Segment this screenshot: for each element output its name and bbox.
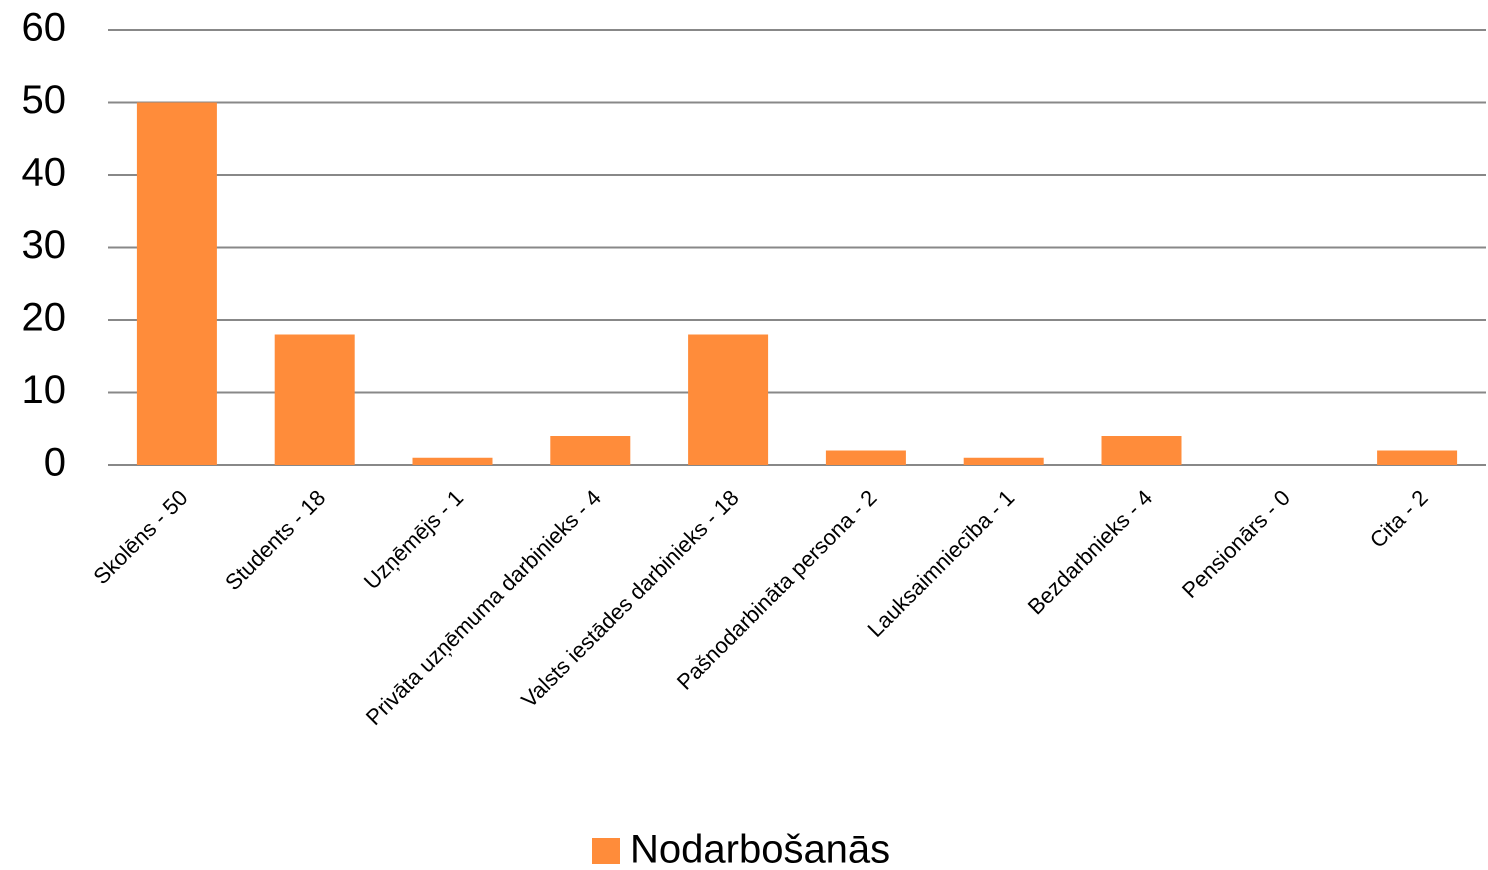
x-tick-label: Skolēns - 50	[88, 485, 192, 589]
y-tick-label: 60	[22, 6, 67, 50]
x-tick-label: Uzņēmējs - 1	[359, 485, 468, 594]
bar	[963, 457, 1044, 465]
y-tick-label: 0	[44, 441, 66, 485]
x-tick-label: Lauksaimniecība - 1	[862, 485, 1019, 642]
bar	[274, 334, 355, 465]
x-tick-label: Students - 18	[220, 485, 330, 595]
y-tick-label: 20	[22, 296, 67, 340]
x-tick-label: Valsts iestādes darbinieks - 18	[516, 485, 744, 713]
x-tick-label: Privāta uzņēmuma darbinieks - 4	[361, 485, 606, 730]
x-tick-label: Cita - 2	[1365, 485, 1433, 553]
y-tick-label: 50	[22, 78, 67, 122]
y-tick-label: 10	[22, 368, 67, 412]
bar	[136, 102, 217, 465]
legend-swatch	[592, 838, 620, 864]
x-tick-label: Bezdarbnieks - 4	[1023, 485, 1157, 619]
y-tick-label: 30	[22, 223, 67, 267]
bar	[550, 436, 631, 465]
bar	[412, 457, 493, 465]
legend-label: Nodarbošanās	[630, 828, 890, 870]
bar	[1377, 450, 1458, 465]
y-tick-label: 40	[22, 151, 67, 195]
bar	[1101, 436, 1182, 465]
x-tick-label: Pensionārs - 0	[1177, 485, 1295, 603]
bar	[688, 334, 769, 465]
bar	[825, 450, 906, 465]
